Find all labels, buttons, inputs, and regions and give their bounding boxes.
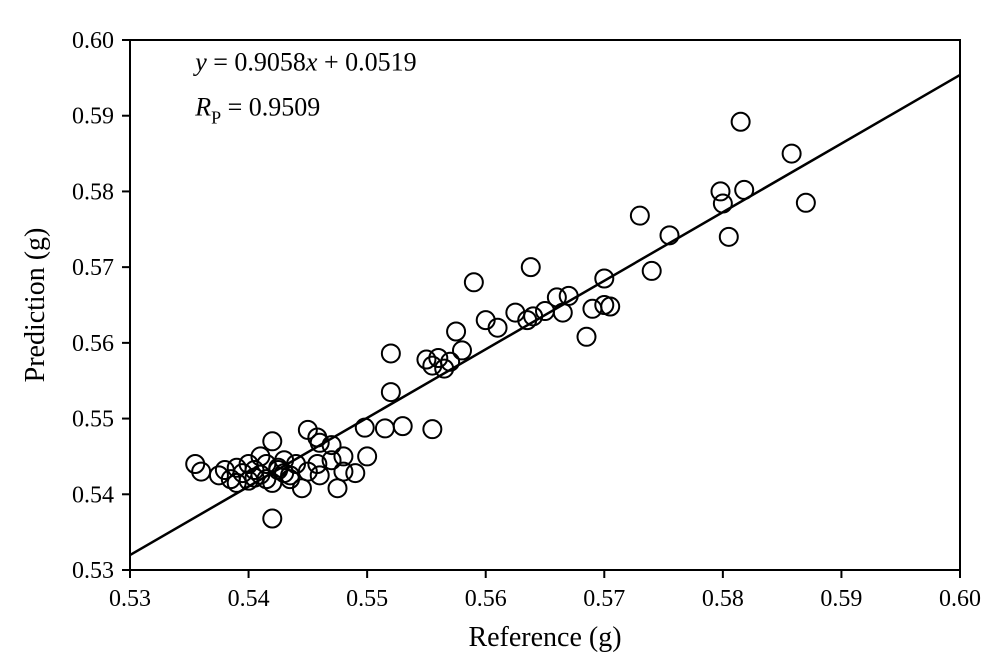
y-tick-label: 0.54 xyxy=(72,482,114,508)
y-tick-label: 0.56 xyxy=(72,331,114,357)
x-tick-label: 0.54 xyxy=(228,586,270,612)
y-tick-label: 0.53 xyxy=(72,558,114,584)
x-tick-label: 0.59 xyxy=(820,586,862,612)
y-axis-label: Prediction (g) xyxy=(20,228,51,383)
equation-annotation: y = 0.9058x + 0.0519 xyxy=(192,47,416,76)
y-tick-label: 0.55 xyxy=(72,407,114,433)
x-tick-label: 0.58 xyxy=(702,586,744,612)
y-tick-label: 0.58 xyxy=(72,179,114,205)
chart-svg: 0.53 0.54 0.55 0.56 0.57 0.58 0.59 0.60 0.53 0.54… xyxy=(0,0,1000,661)
y-tick-label: 0.59 xyxy=(72,104,114,130)
scatter-chart: 0.53 0.54 0.55 0.56 0.57 0.58 0.59 0.60 0.53 0.54… xyxy=(0,0,1000,661)
x-tick-label: 0.53 xyxy=(109,586,151,612)
x-tick-label: 0.57 xyxy=(583,586,625,612)
x-tick-label: 0.55 xyxy=(346,586,388,612)
x-axis-label: Reference (g) xyxy=(468,622,621,653)
y-tick-label: 0.57 xyxy=(72,255,114,281)
y-tick-label: 0.60 xyxy=(72,28,114,54)
x-tick-label: 0.60 xyxy=(939,586,981,612)
x-tick-label: 0.56 xyxy=(465,586,507,612)
